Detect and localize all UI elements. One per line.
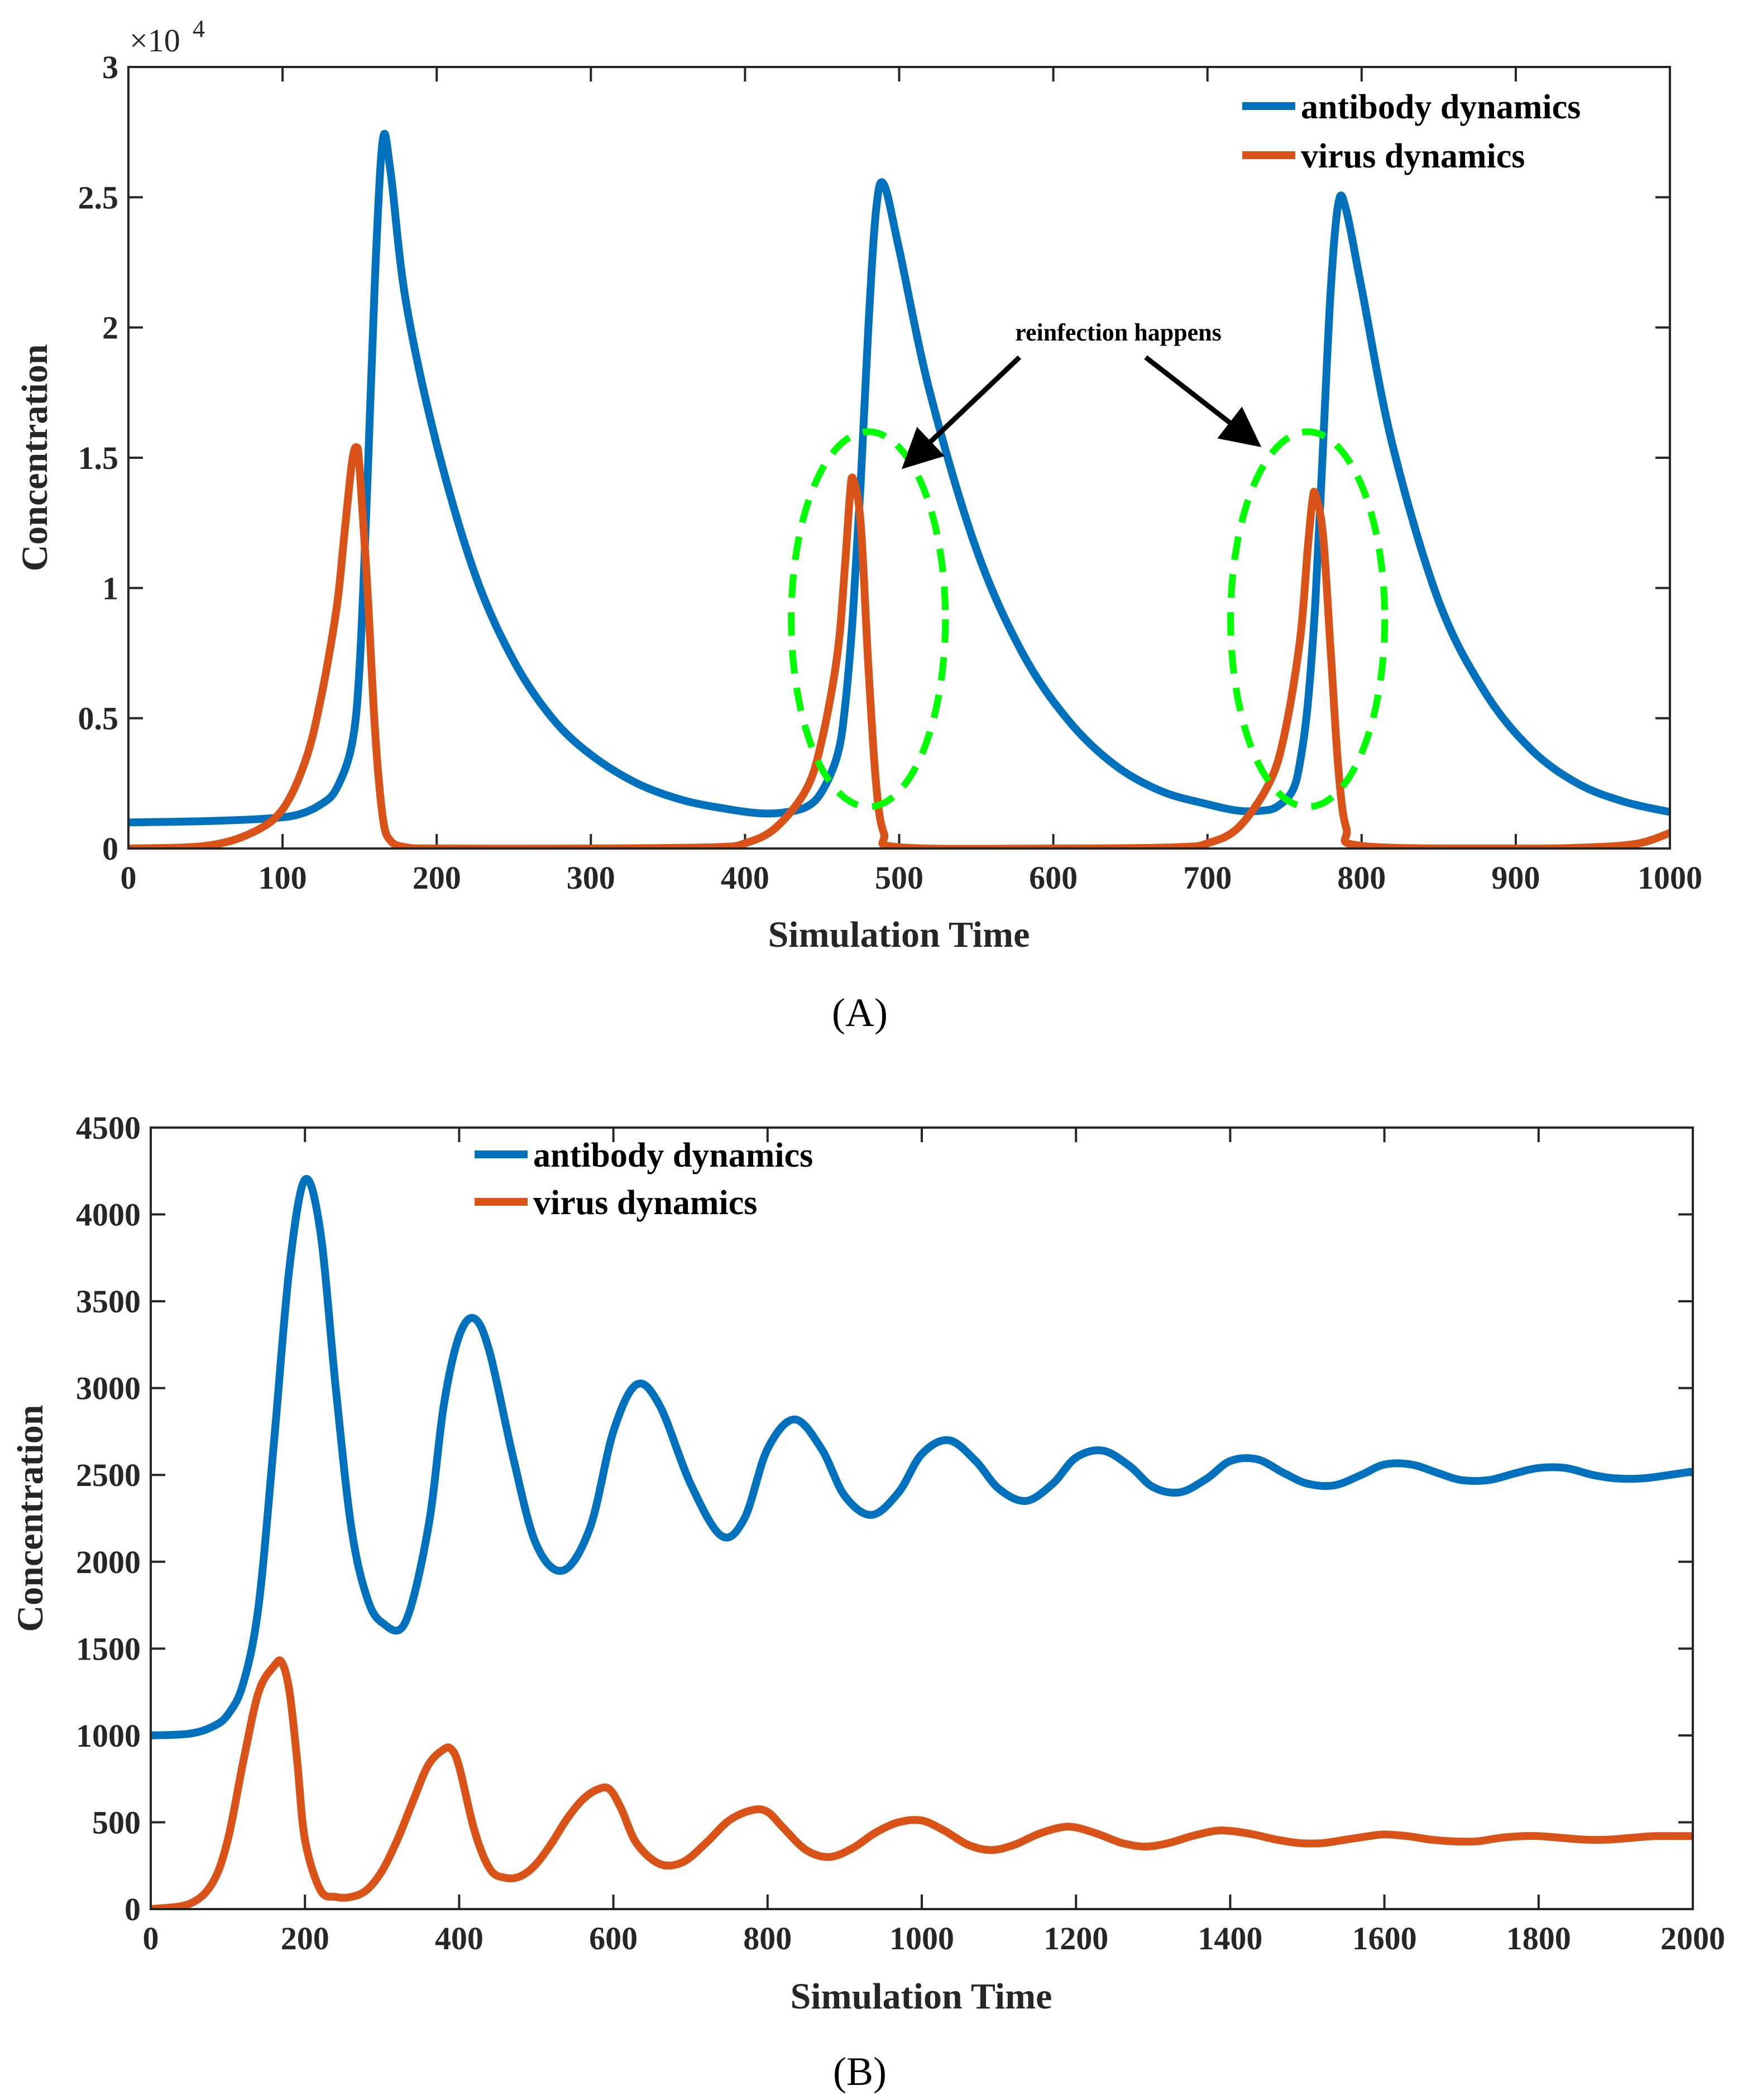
panel-b-xtick-label: 800 xyxy=(743,1920,792,1957)
panel-b-xtick-label: 400 xyxy=(435,1920,484,1957)
panel-a-axes-frame xyxy=(127,66,1671,850)
panel-a-exponent-base: ×10 xyxy=(130,22,180,59)
panel-a-ytick-label: 1.5 xyxy=(78,440,119,476)
panel-a-xtick-label: 700 xyxy=(1183,860,1232,896)
panel-b-series-line-virus xyxy=(151,1656,1693,1909)
panel-a-ytick-label: 0.5 xyxy=(78,701,119,737)
panel-b-xtick-label: 1600 xyxy=(1352,1920,1417,1957)
panel-a-ytick-label: 2 xyxy=(102,310,118,346)
panel-b-xtick-label: 2000 xyxy=(1660,1920,1725,1957)
panel-b-ytick-label: 1500 xyxy=(76,1631,141,1667)
panel-a-xtick-label: 400 xyxy=(721,860,769,896)
panel-b-ylabel: Concentration xyxy=(10,1405,51,1632)
chart-panel-b: 0 200 400 600 800 1000 1200 1400 1600 1800 2000 0 50… xyxy=(10,1110,1725,2094)
panel-a-annotation-arrow xyxy=(1144,355,1262,448)
panel-b-xtick-label: 1200 xyxy=(1043,1920,1108,1957)
panel-a-xlabel: Simulation Time xyxy=(768,914,1030,955)
panel-b-ytick-label: 1000 xyxy=(76,1718,141,1754)
panel-a-xtick-label: 1000 xyxy=(1638,860,1702,896)
panel-a-annotations: reinfection happens xyxy=(788,319,1389,811)
panel-b-series-line-antibody xyxy=(151,1174,1693,1739)
panel-a-xtick-label: 300 xyxy=(567,860,615,896)
panel-a-xtick-label: 600 xyxy=(1029,860,1078,896)
panel-b-series xyxy=(151,1174,1693,1909)
panel-a-reinfection-ellipse xyxy=(1227,428,1389,811)
panel-b-ytick-label: 2000 xyxy=(76,1544,141,1580)
panel-a-series-line-antibody xyxy=(128,130,1670,827)
panel-a-xtick-label: 200 xyxy=(413,860,461,896)
panel-b-xtick-label: 0 xyxy=(143,1920,159,1957)
panel-b-xtick-label: 600 xyxy=(589,1920,638,1957)
panel-b-tick-labels: 0 200 400 600 800 1000 1200 1400 1600 1800 2000 0 50… xyxy=(76,1110,1725,1957)
panel-b-ytick-label: 0 xyxy=(125,1891,141,1928)
panel-a-label: (A) xyxy=(832,990,888,1035)
panel-b-legend-label-antibody: antibody dynamics xyxy=(533,1137,813,1174)
panel-a-annotation-label: reinfection happens xyxy=(1015,319,1222,346)
panel-b-xtick-label: 1800 xyxy=(1506,1920,1571,1957)
panel-a-series xyxy=(128,130,1670,848)
panel-a-ytick-label: 1 xyxy=(102,570,118,606)
panel-a-annotation-arrow xyxy=(901,355,1022,469)
panel-b-xtick-label: 1000 xyxy=(889,1920,954,1957)
panel-a-xtick-label: 500 xyxy=(875,860,923,896)
panel-a-ylabel: Concentration xyxy=(15,344,55,572)
panel-a-ytick-label: 3 xyxy=(102,49,118,85)
panel-b-axes-frame xyxy=(150,1126,1694,1910)
panel-a-legend-label-antibody: antibody dynamics xyxy=(1301,88,1581,126)
panel-b-ytick-label: 2500 xyxy=(76,1457,141,1493)
chart-panel-a: reinfection happens 0 100 200 300 400 500 600 7… xyxy=(15,15,1702,1035)
panel-b-ytick-label: 4000 xyxy=(76,1197,141,1233)
panel-a-reinfection-ellipse xyxy=(788,428,949,811)
panel-b-ytick-label: 4500 xyxy=(76,1110,141,1146)
panel-b-ytick-label: 3500 xyxy=(76,1283,141,1320)
panel-a-legend-label-virus: virus dynamics xyxy=(1301,137,1525,175)
panel-a-exponent-power: 4 xyxy=(193,15,205,42)
panel-a-series-line-virus xyxy=(128,443,1670,848)
panel-a-tick-labels: 0 100 200 300 400 500 600 700 800 900 1000 0 0.5 1 1.5… xyxy=(78,49,1703,896)
panel-a-ytick-label: 0 xyxy=(102,831,118,867)
panel-a-xtick-label: 100 xyxy=(259,860,307,896)
panel-a-ytick-label: 2.5 xyxy=(78,179,119,215)
panel-a-xtick-label: 800 xyxy=(1337,860,1386,896)
panel-b-ytick-label: 3000 xyxy=(76,1370,141,1407)
panel-b-ytick-label: 500 xyxy=(92,1804,141,1840)
panel-b-xtick-label: 200 xyxy=(281,1920,329,1957)
panel-a-xtick-label: 900 xyxy=(1491,860,1540,896)
panel-a-xtick-label: 0 xyxy=(121,860,137,896)
panel-b-legend-label-virus: virus dynamics xyxy=(533,1184,757,1222)
panel-b-xtick-label: 1400 xyxy=(1198,1920,1262,1957)
panel-b-xlabel: Simulation Time xyxy=(791,1976,1052,2017)
panel-b-label: (B) xyxy=(833,2049,887,2094)
